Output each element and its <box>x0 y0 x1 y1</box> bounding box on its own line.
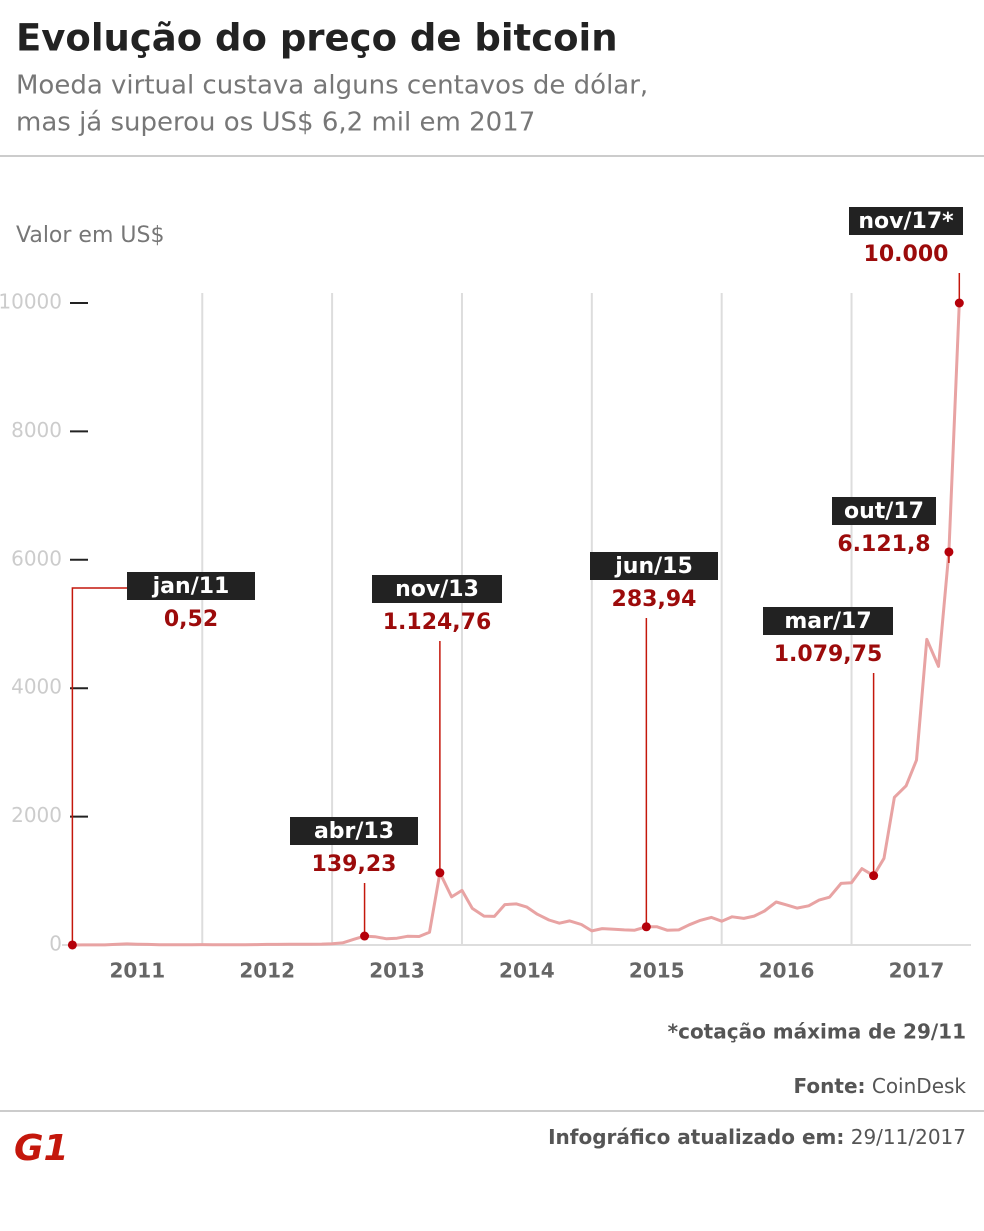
annotation-dot <box>435 868 445 878</box>
source-label: Fonte: <box>794 1074 866 1098</box>
annotation-label: abr/13 <box>314 819 394 844</box>
annotation-value: 1.079,75 <box>774 642 883 667</box>
annotation-dot <box>944 547 954 557</box>
source-name: CoinDesk <box>872 1074 967 1098</box>
y-tick-label: 10000 <box>0 290 62 314</box>
annotation-dot <box>360 931 370 941</box>
annotation-label: mar/17 <box>784 609 871 634</box>
annotation-label: out/17 <box>844 499 924 524</box>
annotation-value: 6.121,8 <box>837 532 930 557</box>
annotation-box <box>590 552 718 580</box>
x-tick-label: 2011 <box>109 959 165 983</box>
annotation-dot <box>869 871 879 881</box>
annotation-dot <box>641 922 651 932</box>
x-tick-label: 2017 <box>889 959 945 983</box>
annotation-box <box>849 207 963 235</box>
annotation-dot <box>67 940 77 950</box>
annotation-value: 1.124,76 <box>383 610 492 635</box>
annotation-dot <box>954 298 964 308</box>
annotation-box <box>290 817 418 845</box>
x-tick-label: 2013 <box>369 959 425 983</box>
x-tick-label: 2016 <box>759 959 815 983</box>
y-tick-label: 0 <box>49 932 62 956</box>
annotation-value: 139,23 <box>312 852 397 877</box>
x-tick-label: 2014 <box>499 959 555 983</box>
updated-label: Infográfico atualizado em: <box>548 1125 844 1149</box>
y-tick-label: 2000 <box>11 803 62 827</box>
x-tick-label: 2012 <box>239 959 295 983</box>
annotation-value: 283,94 <box>612 587 697 612</box>
annotation-value: 10.000 <box>864 242 949 267</box>
y-tick-label: 8000 <box>11 418 62 442</box>
updated-date: 29/11/2017 <box>851 1125 966 1149</box>
logo: G1 <box>14 1128 69 1169</box>
annotation-label: jun/15 <box>614 554 693 579</box>
annotation-label: nov/17* <box>858 209 954 234</box>
x-tick-label: 2015 <box>629 959 685 983</box>
annotation-label: jan/11 <box>152 574 230 599</box>
annotation-box <box>832 497 936 525</box>
annotation-box <box>763 607 893 635</box>
chart-title: Evolução do preço de bitcoin <box>16 17 618 60</box>
subtitle: Moeda virtual custava alguns centavos de… <box>16 71 648 101</box>
updated: Infográfico atualizado em: 29/11/2017 <box>548 1125 966 1149</box>
price-line <box>72 302 961 947</box>
y-tick-label: 4000 <box>11 675 62 699</box>
subtitle: mas já superou os US$ 6,2 mil em 2017 <box>16 108 535 138</box>
source: Fonte: CoinDesk <box>794 1074 967 1098</box>
annotation-leader <box>71 587 127 945</box>
footnote: *cotação máxima de 29/11 <box>668 1020 966 1044</box>
annotation-value: 0,52 <box>164 607 218 632</box>
y-tick-label: 6000 <box>11 546 62 570</box>
annotation-box <box>127 572 255 600</box>
y-axis-label: Valor em US$ <box>16 223 164 248</box>
annotation-label: nov/13 <box>395 577 479 602</box>
annotation-box <box>372 575 502 603</box>
